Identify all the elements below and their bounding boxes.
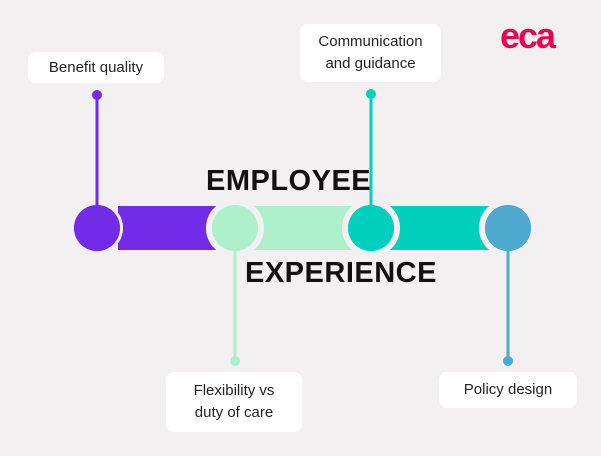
mint-connector-dot [230,356,240,366]
title-experience: EXPERIENCE [245,257,437,289]
purple-bar [118,206,218,250]
title-employee: EMPLOYEE [206,165,372,197]
teal-bar [390,206,490,250]
blue-connector-dot [503,356,513,366]
eca-logo: eca [500,15,556,56]
label-policy-design: Policy design [439,372,577,408]
label-flexibility-duty-of-care: Flexibility vs duty of care [166,372,302,432]
label-benefit-quality: Benefit quality [28,52,164,83]
mint-bar [254,206,354,250]
label-communication-guidance: Communication and guidance [300,24,441,82]
